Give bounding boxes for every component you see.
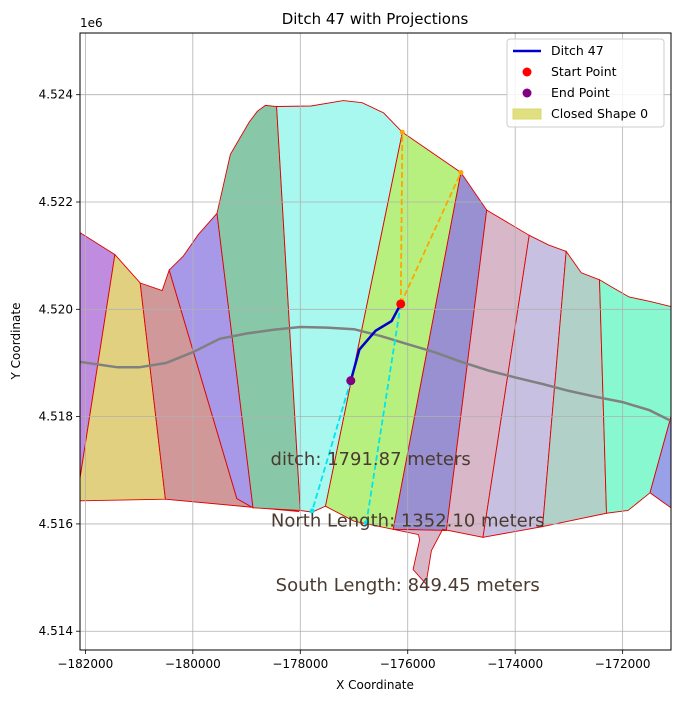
x-tick-label-4: −174000 [487,657,543,671]
axis-ticks: −182000 −180000 −178000 −176000 −174000 −1720… [39,88,651,671]
projection-marker-0 [309,508,315,514]
legend-swatch-2 [522,88,532,98]
chart-title: Ditch 47 with Projections [282,10,469,28]
projection-marker-1 [363,520,369,526]
legend-box [506,38,665,128]
parcel-4 [216,104,301,511]
ditch-line [349,303,402,382]
x-tick-label-2: −178000 [272,657,328,671]
x-tick-label-0: −182000 [57,657,113,671]
projection-line-3 [399,132,404,304]
parcel-6 [324,131,462,530]
parcel-12 [649,416,671,509]
projection-line-0 [311,380,352,512]
y-tick-label-4: 4.522 [39,195,73,209]
legend-label-3: Closed Shape 0 [551,106,648,121]
parcel-5 [276,100,403,513]
y-tick-label-2: 4.518 [39,410,73,424]
x-tick-label-1: −180000 [165,657,221,671]
legend-label-0: Ditch 47 [551,43,604,58]
legend-swatch-1 [522,67,532,77]
annotation-0: ditch: 1791.87 meters [271,449,471,470]
annotation-2: South Length: 849.45 meters [276,575,540,596]
projection-line-2 [399,172,462,305]
legend-swatch-3 [512,108,542,120]
y-tick-label-1: 4.516 [39,517,73,531]
parcel-layer [80,100,671,586]
y-tick-label-3: 4.520 [39,302,73,316]
annotation-layer: ditch: 1791.87 meters North Length: 1352.… [271,449,545,596]
parcel-11 [599,278,671,514]
y-offset-label: 1e6 [80,16,103,30]
plot-frame [79,32,672,651]
road-line [80,325,671,423]
overlay-layer [80,129,671,526]
projection-marker-3 [399,129,405,135]
legend: Ditch 47 Start Point End Point Closed Shape… [506,38,665,128]
y-tick-label-0: 4.514 [39,624,73,638]
end-point-marker [346,376,356,386]
projection-marker-2 [458,169,464,175]
x-tick-label-5: −172000 [595,657,651,671]
projection-line-1 [365,303,402,523]
y-axis-label: Y Coordinate [9,303,23,381]
legend-label-1: Start Point [551,64,617,79]
legend-label-2: End Point [551,85,610,100]
x-axis-label: X Coordinate [336,678,414,692]
x-tick-label-3: −176000 [380,657,436,671]
y-tick-label-5: 4.524 [39,88,73,102]
annotation-1: North Length: 1352.10 meters [271,511,545,532]
start-point-marker [396,299,406,309]
